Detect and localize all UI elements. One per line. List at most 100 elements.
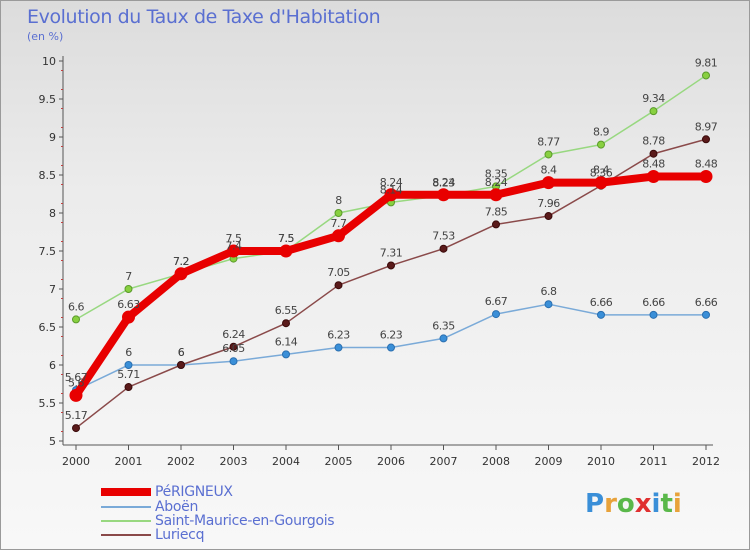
- data-label-luriecq: 6.55: [275, 304, 298, 317]
- legend-label-perigneux: PéRIGNEUX: [155, 484, 233, 500]
- data-point-aboen: [334, 343, 343, 352]
- data-label-perigneux: 8.4: [541, 164, 557, 177]
- legend-item-aboen: Aboën: [101, 499, 198, 515]
- data-point-aboen: [649, 310, 658, 319]
- legend-item-luriecq: Luriecq: [101, 527, 204, 543]
- legend-swatch-perigneux: [101, 488, 151, 496]
- y-tick-label: 8: [49, 207, 56, 220]
- data-label-saint-maurice: 8: [335, 194, 342, 207]
- data-point-luriecq: [702, 135, 710, 144]
- data-label-luriecq: 7.31: [380, 246, 403, 259]
- data-label-perigneux: 5.6: [68, 376, 84, 389]
- data-label-aboen: 6.66: [695, 296, 718, 309]
- legend-swatch-saint-maurice: [101, 520, 151, 522]
- y-tick-label: 8.5: [39, 169, 57, 182]
- data-label-saint-maurice: 7.5: [278, 232, 294, 245]
- data-point-luriecq: [229, 342, 238, 351]
- y-tick-label: 10: [42, 55, 56, 68]
- data-label-aboen: 6: [125, 346, 132, 359]
- data-label-luriecq: 7.85: [485, 205, 508, 218]
- data-point-luriecq: [334, 281, 343, 290]
- data-point-saint-maurice: [544, 150, 553, 159]
- data-point-aboen: [544, 300, 553, 309]
- data-point-perigneux: [489, 188, 503, 202]
- x-tick-label: 2008: [482, 455, 510, 468]
- data-point-aboen: [702, 310, 710, 319]
- x-tick-label: 2003: [220, 455, 248, 468]
- data-label-luriecq: 6: [178, 346, 185, 359]
- y-tick-label: 9.5: [39, 93, 57, 106]
- x-tick-label: 2012: [692, 455, 720, 468]
- data-label-perigneux: 8.4: [593, 164, 609, 177]
- x-tick-label: 2004: [272, 455, 300, 468]
- x-tick-label: 2010: [587, 455, 615, 468]
- data-label-aboen: 6.66: [642, 296, 665, 309]
- data-label-luriecq: 8.36: [590, 167, 613, 180]
- data-point-luriecq: [177, 361, 185, 369]
- data-point-luriecq: [387, 261, 395, 270]
- data-label-luriecq: 8.97: [695, 120, 718, 133]
- data-label-luriecq: 7.96: [537, 197, 560, 210]
- data-point-luriecq: [439, 244, 448, 253]
- data-point-perigneux: [332, 229, 345, 243]
- chart-subtitle: (en %): [27, 30, 64, 43]
- logo-letter: i: [651, 489, 661, 519]
- data-label-perigneux: 7.2: [173, 255, 189, 268]
- data-label-luriecq: 5.71: [117, 368, 140, 381]
- data-label-luriecq: 5.17: [65, 409, 88, 422]
- x-tick-label: 2009: [535, 455, 563, 468]
- data-point-luriecq: [492, 220, 500, 229]
- data-label-aboen: 6.23: [380, 329, 403, 342]
- data-label-perigneux: 8.48: [642, 158, 665, 171]
- data-point-perigneux: [279, 244, 293, 258]
- logo-letter: P: [585, 489, 605, 519]
- data-point-perigneux: [594, 176, 608, 190]
- data-point-perigneux: [174, 267, 188, 281]
- data-point-luriecq: [282, 319, 290, 328]
- data-point-perigneux: [69, 388, 83, 402]
- data-label-luriecq: 7.53: [432, 230, 455, 243]
- data-label-saint-maurice: 8.77: [537, 135, 560, 148]
- data-label-saint-maurice: 8.35: [485, 167, 508, 180]
- data-label-aboen: 6.8: [541, 285, 557, 298]
- y-tick-label: 6: [49, 359, 56, 372]
- data-point-luriecq: [544, 212, 553, 221]
- logo-letter: o: [616, 489, 635, 519]
- x-tick-label: 2000: [62, 455, 90, 468]
- data-label-saint-maurice: 7: [125, 270, 132, 283]
- y-tick-label: 5: [49, 435, 56, 448]
- x-tick-label: 2006: [377, 455, 405, 468]
- data-point-luriecq: [72, 424, 80, 433]
- logo-letter: t: [660, 489, 673, 519]
- data-label-saint-maurice: 9.34: [642, 92, 665, 105]
- data-point-saint-maurice: [597, 140, 605, 149]
- data-point-aboen: [124, 361, 133, 369]
- data-point-aboen: [282, 350, 290, 359]
- data-point-perigneux: [647, 170, 660, 184]
- legend-label-saint-maurice: Saint-Maurice-en-Gourgois: [155, 513, 335, 529]
- data-point-aboen: [597, 310, 605, 319]
- legend: PéRIGNEUX Aboën Saint-Maurice-en-Gourgoi…: [101, 484, 481, 545]
- data-label-perigneux: 8.24: [380, 176, 403, 189]
- data-point-luriecq: [124, 383, 133, 392]
- data-label-aboen: 6: [178, 346, 185, 359]
- data-point-perigneux: [542, 176, 555, 190]
- data-label-luriecq: 8.78: [642, 135, 665, 148]
- legend-item-saint-maurice: Saint-Maurice-en-Gourgois: [101, 513, 335, 529]
- data-point-perigneux: [122, 310, 135, 324]
- data-label-aboen: 6.35: [432, 319, 455, 332]
- data-label-aboen: 6.66: [590, 296, 613, 309]
- data-point-luriecq: [649, 149, 658, 158]
- data-point-perigneux: [437, 188, 450, 202]
- data-label-saint-maurice: 7.2: [173, 255, 189, 268]
- chart-title: Evolution du Taux de Taxe d'Habitation: [27, 6, 381, 28]
- x-tick-label: 2011: [640, 455, 668, 468]
- data-label-aboen: 6.14: [275, 335, 298, 348]
- data-label-perigneux: 8.24: [485, 176, 508, 189]
- data-point-perigneux: [384, 188, 398, 202]
- data-label-aboen: 6.67: [485, 295, 508, 308]
- data-point-saint-maurice: [649, 107, 658, 116]
- data-label-perigneux: 7.5: [278, 232, 294, 245]
- data-point-saint-maurice: [72, 315, 80, 324]
